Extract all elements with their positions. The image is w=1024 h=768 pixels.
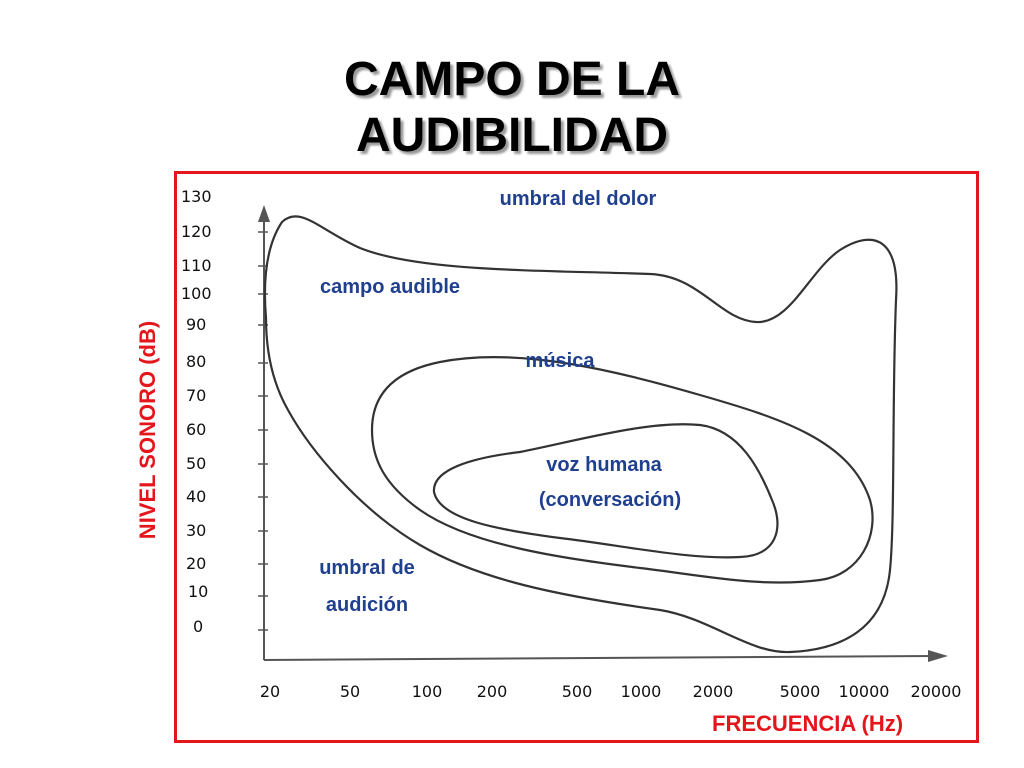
title-line-1: CAMPO DE LA [344,53,680,106]
diagram-frame [174,171,979,743]
y-tick-40: 40 [186,487,207,506]
y-tick-90: 90 [186,315,207,334]
y-tick-130: 130 [181,187,212,206]
y-tick-110: 110 [181,256,212,275]
x-tick-20: 20 [259,682,281,701]
x-tick-100: 100 [411,682,443,701]
y-tick-10: 10 [188,582,209,601]
label-hearing-threshold-line1: umbral de [319,557,415,579]
y-tick-30: 30 [186,521,207,540]
slide-title: CAMPO DE LA AUDIBILIDAD [0,52,1024,164]
x-axis-arrow [928,650,948,662]
y-tick-70: 70 [186,386,207,405]
y-tick-50: 50 [186,454,207,473]
y-tick-20: 20 [186,554,207,573]
x-tick-1000: 1000 [620,682,662,701]
x-tick-10000: 10000 [838,682,890,701]
label-voice-line1: voz humana [546,454,662,476]
x-tick-2000: 2000 [692,682,734,701]
y-axis-tick-marks [258,231,268,631]
voice-region-outline [432,423,779,559]
y-tick-120: 120 [181,222,212,241]
label-audible-field: campo audible [319,276,461,298]
x-tick-50: 50 [339,682,361,701]
x-tick-200: 200 [476,682,508,701]
music-region-outline [370,355,874,584]
y-axis-arrow [258,205,270,222]
label-music: música [525,350,595,372]
y-tick-100: 100 [181,284,212,303]
y-tick-60: 60 [186,420,207,439]
x-axis-label: FRECUENCIA (Hz) [712,711,904,736]
x-tick-500: 500 [561,682,593,701]
audible-field-outline [263,215,898,654]
y-tick-0: 0 [193,617,204,636]
title-line-2: AUDIBILIDAD [356,109,668,162]
x-tick-5000: 5000 [779,682,821,701]
label-hearing-threshold-line2: audición [325,594,409,616]
label-voice-line2: (conversación) [538,489,682,511]
y-tick-80: 80 [186,352,207,371]
x-axis-line [263,655,936,661]
label-pain-threshold: umbral del dolor [499,188,657,210]
x-tick-20000: 20000 [910,682,962,701]
